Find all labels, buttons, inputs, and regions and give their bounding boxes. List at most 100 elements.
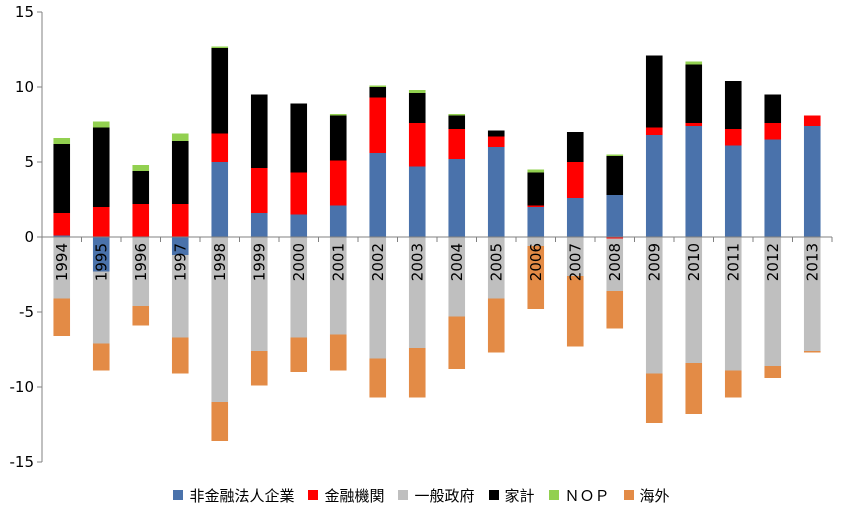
bar-segment (408, 90, 426, 93)
legend-label: 家計 (504, 486, 535, 505)
bar-segment (606, 238, 624, 291)
legend-label: 海外 (639, 486, 670, 505)
bar-segment (171, 237, 189, 255)
bar-segment (685, 123, 703, 126)
x-tick-label: 1994 (53, 243, 71, 281)
bar-segment (92, 207, 110, 237)
legend-item: 金融機関 (308, 485, 384, 506)
x-tick-label: 1995 (92, 243, 110, 281)
legend-swatch (548, 490, 559, 500)
bar-segment (685, 237, 703, 363)
x-tick-label: 2002 (369, 243, 387, 281)
bar-segment (329, 334, 347, 371)
bar-segment (606, 291, 624, 329)
bar-segment (764, 94, 782, 123)
bar-segment (645, 237, 663, 374)
x-tick-label: 2001 (329, 243, 347, 281)
bar-segment (685, 126, 703, 237)
legend-label: 非金融法人企業 (189, 486, 295, 505)
bar-segment (369, 153, 387, 237)
bar-segment (645, 373, 663, 423)
bar-segment (250, 168, 268, 213)
x-tick-label: 1997 (171, 243, 189, 281)
stacked-bar-chart: 15 10 5 0 -5 -10 -15 1994 1995 1996 1997 1998 1999 20… (10, 3, 833, 471)
bar-segment (171, 204, 189, 237)
bar-segment (53, 298, 71, 336)
bar-segment (487, 136, 505, 147)
legend-label: 金融機関 (324, 486, 385, 505)
bar-segment (566, 237, 584, 276)
bar-segment (448, 316, 466, 369)
bar-segment (92, 127, 110, 207)
bar-segment (329, 160, 347, 206)
bar-segment (171, 255, 189, 338)
bar-segment (408, 237, 426, 348)
x-tick-label: 2011 (724, 243, 742, 281)
bar-segment (329, 114, 347, 116)
x-tick-label: 2004 (448, 243, 466, 281)
bar-segment (487, 130, 505, 137)
legend-swatch (308, 490, 319, 500)
bar-segment (803, 115, 821, 126)
bar-segment (527, 169, 545, 173)
bar-segment (92, 121, 110, 128)
y-tick-label: 15 (15, 3, 34, 21)
bar-segment (527, 172, 545, 206)
bar-segment (685, 61, 703, 65)
bar-segment (329, 205, 347, 237)
bar-segment (132, 171, 150, 204)
bar-segment (369, 358, 387, 398)
bar-segment (527, 205, 545, 207)
bar-segment (566, 276, 584, 347)
bar-segment (803, 237, 821, 351)
legend-item: 海外 (623, 485, 670, 506)
legend-swatch (173, 490, 184, 500)
bar-segment (369, 237, 387, 359)
bar-segment (487, 147, 505, 237)
bar-segment (724, 129, 742, 146)
bar-segment (724, 81, 742, 129)
bar-segment (211, 133, 229, 162)
bar-segment (566, 162, 584, 198)
legend-swatch (623, 490, 634, 500)
y-tick-label: -10 (10, 378, 35, 396)
bar-segment (566, 198, 584, 237)
bar-segment (487, 298, 505, 353)
bar-segment (803, 126, 821, 237)
bar-segment (211, 48, 229, 134)
bar-segment (448, 115, 466, 129)
bar-segment (290, 214, 308, 237)
bar-segment (132, 306, 150, 326)
bar-segment (606, 195, 624, 237)
bar-segment (211, 237, 229, 402)
x-tick-label: 2007 (566, 243, 584, 281)
bar-segment (606, 154, 624, 156)
legend-item: 家計 (488, 485, 535, 506)
bar-segment (724, 145, 742, 237)
bar-segment (53, 144, 71, 213)
bar-segment (764, 139, 782, 237)
bar-segment (527, 246, 545, 309)
bar-segment (211, 402, 229, 441)
bar-segment (645, 135, 663, 237)
x-tick-label: 1996 (132, 243, 150, 281)
bar-segment (53, 213, 71, 236)
bar-segment (211, 46, 229, 48)
x-tick-label: 2013 (803, 243, 821, 281)
legend-label: ＮＯＰ (564, 486, 610, 505)
bar-segment (527, 207, 545, 237)
bar-segment (408, 123, 426, 167)
bar-segment (764, 366, 782, 378)
bar-segment (171, 133, 189, 141)
bar-segment (250, 351, 268, 386)
bar-segment (53, 237, 71, 299)
bar-segment (369, 85, 387, 87)
bar-segment (408, 93, 426, 123)
x-tick-label: 2000 (290, 243, 308, 281)
bar-segment (132, 204, 150, 237)
bar-segment (290, 237, 308, 338)
chart-legend: 非金融法人企業 金融機関 一般政府 家計 ＮＯＰ 海外 (0, 484, 843, 506)
bar-segment (92, 343, 110, 371)
bar-segment (132, 165, 150, 171)
x-tick-label: 2005 (487, 243, 505, 281)
